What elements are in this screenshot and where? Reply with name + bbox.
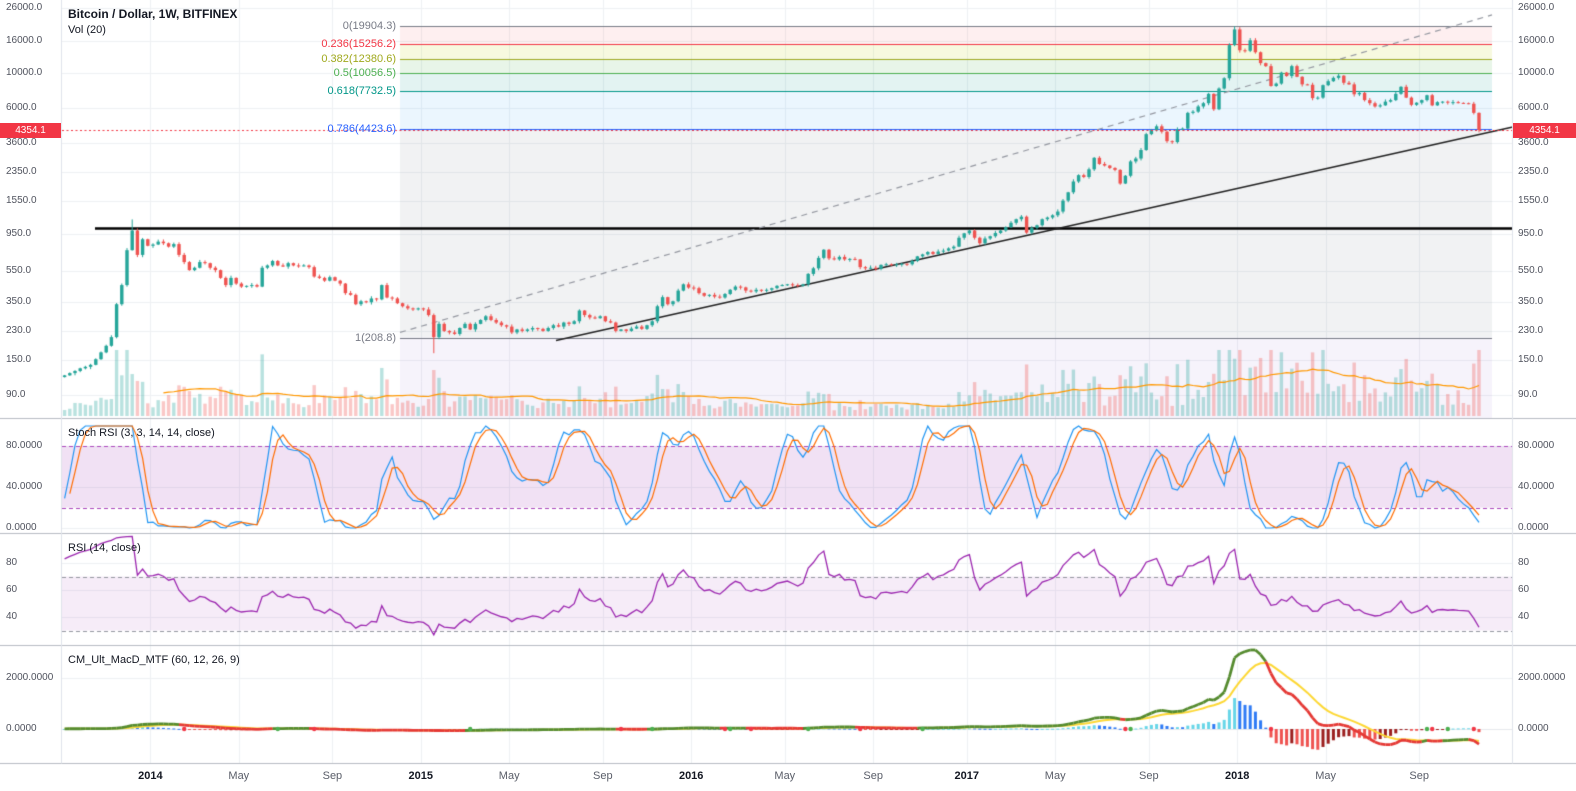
- time-axis[interactable]: [0, 764, 1576, 791]
- rsi-pane-legend: RSI (14, close): [68, 539, 141, 554]
- rsi-legend[interactable]: RSI (14, close): [68, 542, 141, 554]
- volume-indicator-legend[interactable]: Vol (20): [68, 24, 106, 36]
- right-price-axis[interactable]: [1513, 0, 1576, 764]
- macd-legend[interactable]: CM_Ult_MacD_MTF (60, 12, 26, 9): [68, 654, 240, 666]
- main-pane-legend: Bitcoin / Dollar, 1W, BITFINEX Vol (20): [68, 7, 237, 36]
- stoch-pane-legend: Stoch RSI (3, 3, 14, 14, close): [68, 424, 215, 439]
- symbol-legend[interactable]: Bitcoin / Dollar, 1W, BITFINEX: [68, 7, 238, 21]
- stoch-rsi-legend[interactable]: Stoch RSI (3, 3, 14, 14, close): [68, 427, 215, 439]
- left-price-axis[interactable]: [0, 0, 61, 764]
- macd-pane-legend: CM_Ult_MacD_MTF (60, 12, 26, 9): [68, 651, 240, 666]
